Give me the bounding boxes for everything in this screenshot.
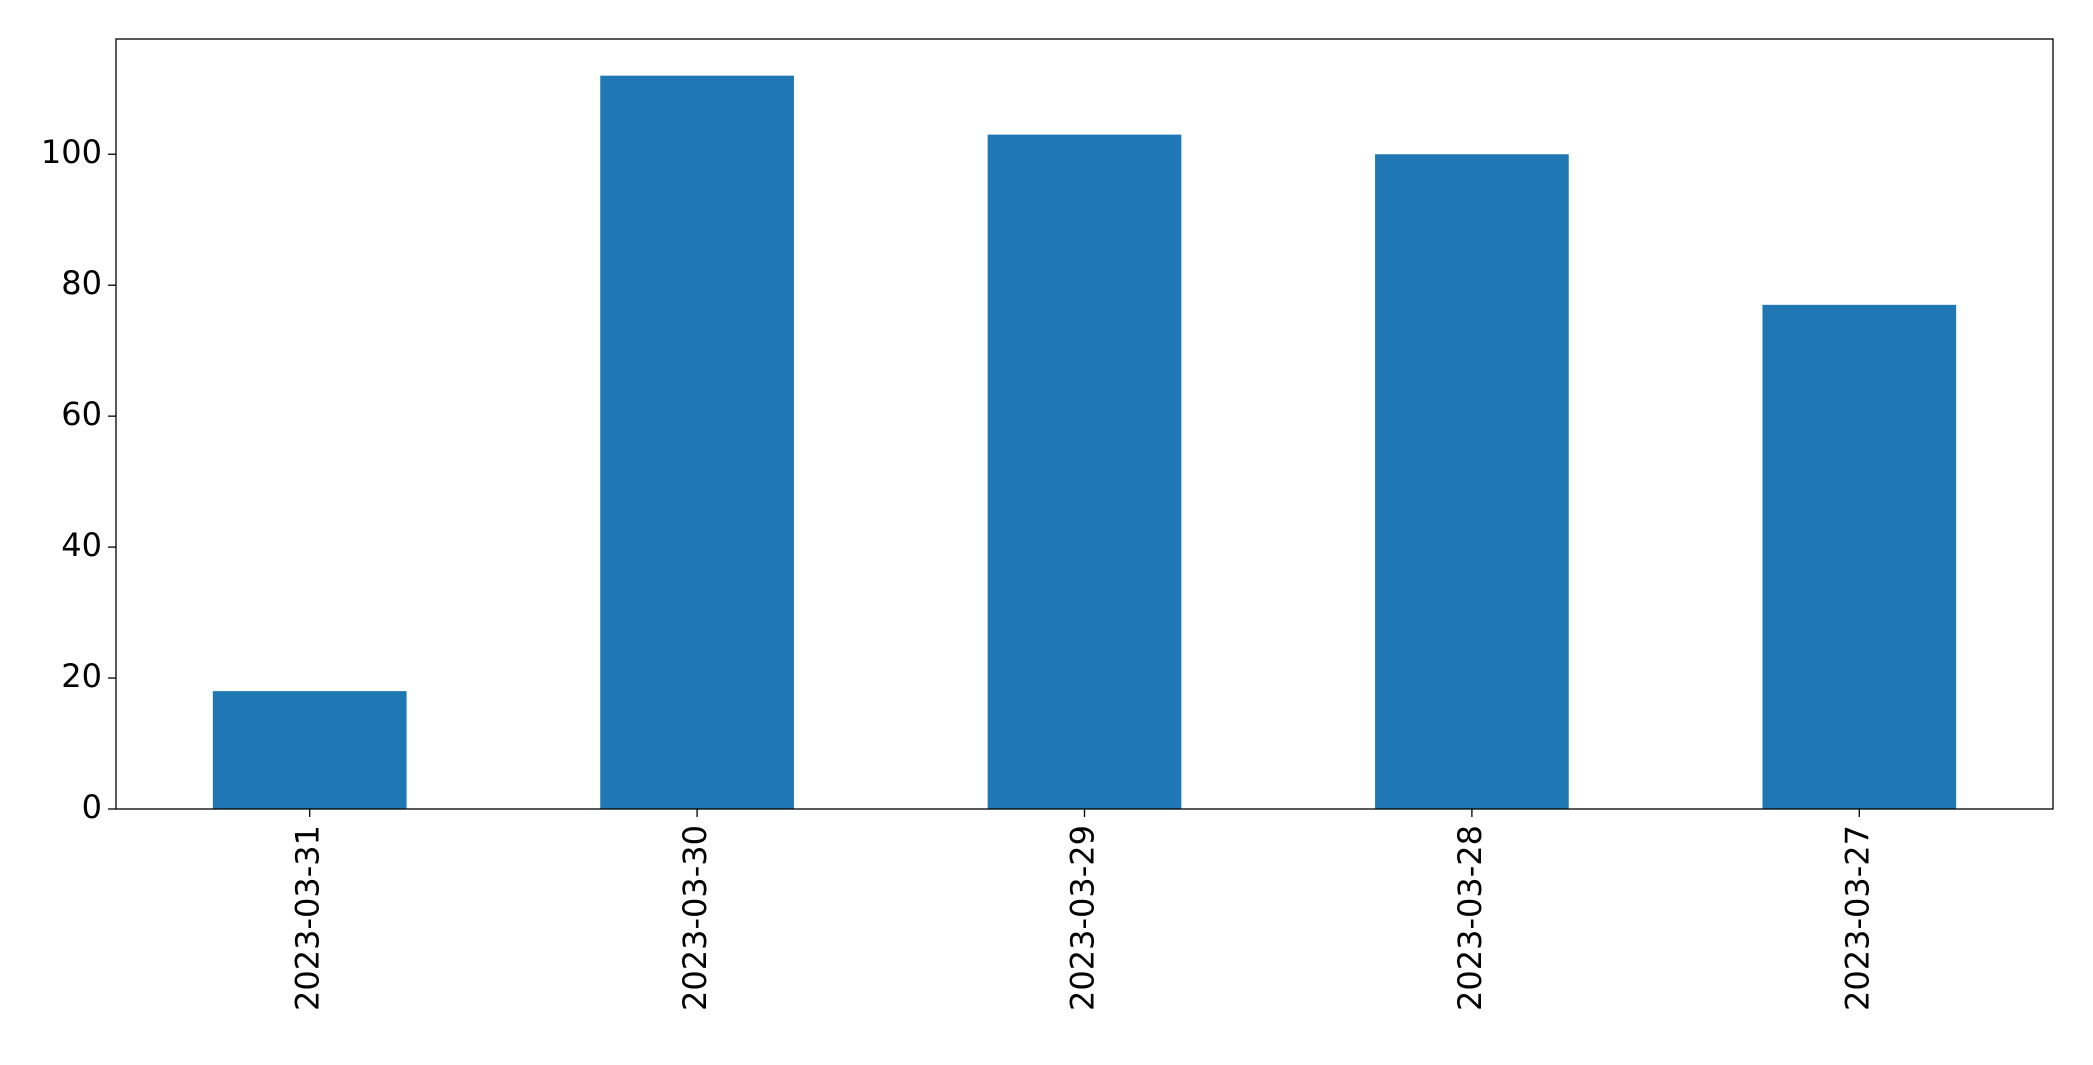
x-tick-label: 2023-03-27	[1838, 825, 1876, 1011]
bar	[1375, 154, 1569, 809]
plot-frame	[115, 38, 2054, 810]
bar	[987, 134, 1182, 810]
x-tick-label: 2023-03-28	[1451, 825, 1489, 1011]
y-tick-label: 40	[61, 526, 102, 564]
bar	[600, 75, 794, 809]
x-tick-label: 2023-03-30	[676, 825, 714, 1011]
x-tick-label: 2023-03-31	[289, 825, 327, 1011]
bar	[212, 691, 407, 809]
y-tick-label: 20	[61, 657, 102, 695]
y-tick-label: 80	[61, 264, 102, 302]
bar	[1762, 304, 1957, 809]
y-tick-label: 100	[41, 133, 102, 171]
y-tick-label: 60	[61, 395, 102, 433]
x-tick-label: 2023-03-29	[1064, 825, 1102, 1011]
y-tick-label: 0	[82, 788, 102, 826]
